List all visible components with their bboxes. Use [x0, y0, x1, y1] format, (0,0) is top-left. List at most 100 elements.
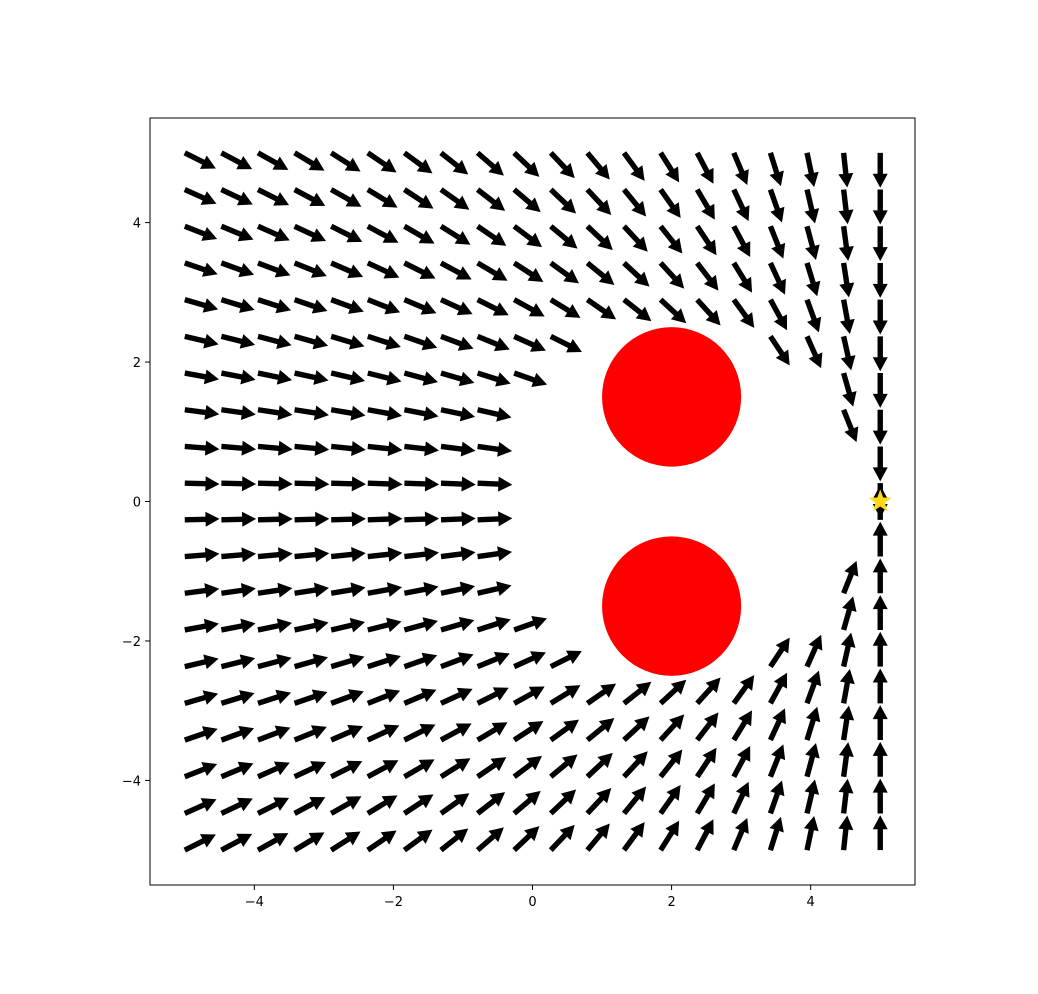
- field-arrow: [512, 721, 544, 743]
- field-arrow: [403, 260, 436, 279]
- field-arrow: [585, 718, 615, 743]
- field-arrow: [403, 333, 438, 351]
- field-arrow: [366, 333, 401, 350]
- field-arrow: [872, 262, 888, 298]
- field-arrow: [403, 370, 438, 386]
- field-arrow: [840, 335, 856, 371]
- field-arrow: [366, 260, 400, 279]
- field-arrow: [804, 706, 821, 741]
- field-arrow: [804, 670, 822, 705]
- field-arrow: [512, 826, 540, 853]
- field-arrow: [838, 778, 854, 814]
- field-arrow: [476, 370, 511, 387]
- field-arrow: [585, 788, 612, 816]
- field-arrow: [767, 816, 784, 851]
- field-arrow: [476, 757, 507, 779]
- field-arrow: [367, 476, 403, 492]
- field-arrow: [872, 373, 888, 408]
- field-arrow: [221, 405, 256, 421]
- field-arrow: [477, 441, 513, 457]
- field-arrow: [256, 223, 290, 242]
- field-arrow: [257, 582, 293, 598]
- field-arrow: [184, 440, 220, 456]
- field-arrow: [293, 725, 327, 743]
- field-arrow: [440, 441, 476, 457]
- field-arrow: [475, 150, 504, 176]
- field-arrow: [512, 755, 543, 779]
- field-arrow: [839, 669, 855, 704]
- field-arrow: [257, 297, 292, 314]
- field-arrow: [767, 708, 786, 742]
- field-arrow: [872, 446, 888, 482]
- field-arrow: [549, 754, 578, 779]
- field-arrow: [513, 651, 546, 670]
- x-axis-ticks: −4 −2 0 2 4: [245, 885, 815, 910]
- field-arrow: [585, 752, 613, 779]
- field-arrow: [183, 260, 218, 277]
- field-arrow: [872, 299, 888, 335]
- field-arrow: [293, 297, 328, 314]
- obstacle-circle: [602, 536, 742, 676]
- field-arrow: [838, 152, 854, 188]
- field-arrow: [549, 719, 579, 743]
- field-arrow: [403, 652, 438, 670]
- field-arrow: [658, 151, 680, 183]
- field-arrow: [403, 406, 439, 422]
- field-arrow: [366, 795, 398, 816]
- field-arrow: [872, 558, 888, 594]
- field-arrow: [439, 723, 472, 743]
- field-arrow: [220, 725, 255, 743]
- field-arrow: [330, 370, 366, 386]
- field-arrow: [220, 369, 256, 385]
- field-arrow: [257, 547, 293, 563]
- field-arrow: [804, 225, 820, 260]
- field-arrow: [331, 511, 366, 527]
- field-arrow: [548, 151, 575, 179]
- field-arrow: [839, 705, 855, 741]
- field-arrow: [694, 151, 714, 184]
- field-arrow: [330, 582, 366, 598]
- field-arrow: [330, 333, 365, 350]
- y-tick-label: −2: [122, 635, 141, 650]
- field-arrow: [184, 583, 220, 598]
- field-arrow: [367, 546, 403, 562]
- x-tick-label: 0: [528, 895, 536, 910]
- field-arrow: [293, 832, 325, 853]
- field-arrow: [366, 653, 401, 670]
- field-arrow: [439, 687, 473, 706]
- field-arrow: [549, 650, 582, 670]
- field-arrow: [804, 779, 820, 815]
- field-arrow: [840, 632, 856, 668]
- field-arrow: [293, 150, 325, 171]
- field-arrow: [402, 794, 434, 816]
- field-arrow: [476, 224, 507, 246]
- field-arrow: [367, 370, 402, 386]
- field-arrow: [331, 476, 366, 492]
- field-arrow: [731, 224, 751, 258]
- field-arrow: [440, 333, 474, 351]
- field-arrow: [402, 187, 434, 209]
- field-arrow: [658, 820, 680, 852]
- field-arrow: [184, 369, 219, 385]
- field-arrow: [184, 297, 219, 313]
- field-arrow: [294, 547, 330, 563]
- field-arrow: [872, 631, 888, 667]
- field-arrow: [476, 687, 509, 706]
- field-arrow: [872, 668, 888, 704]
- field-arrow: [404, 546, 439, 562]
- field-arrow: [658, 714, 685, 742]
- field-arrow: [549, 297, 581, 318]
- field-arrow: [220, 833, 253, 853]
- field-arrow: [767, 152, 784, 187]
- field-arrow: [658, 224, 683, 254]
- field-arrow: [872, 705, 888, 741]
- field-arrow: [367, 582, 403, 597]
- field-arrow: [476, 651, 510, 670]
- field-arrow: [768, 672, 788, 705]
- field-arrow: [330, 617, 366, 633]
- field-arrow: [585, 224, 613, 251]
- field-arrow: [694, 819, 714, 852]
- field-arrow: [621, 187, 647, 217]
- field-arrow: [549, 260, 579, 284]
